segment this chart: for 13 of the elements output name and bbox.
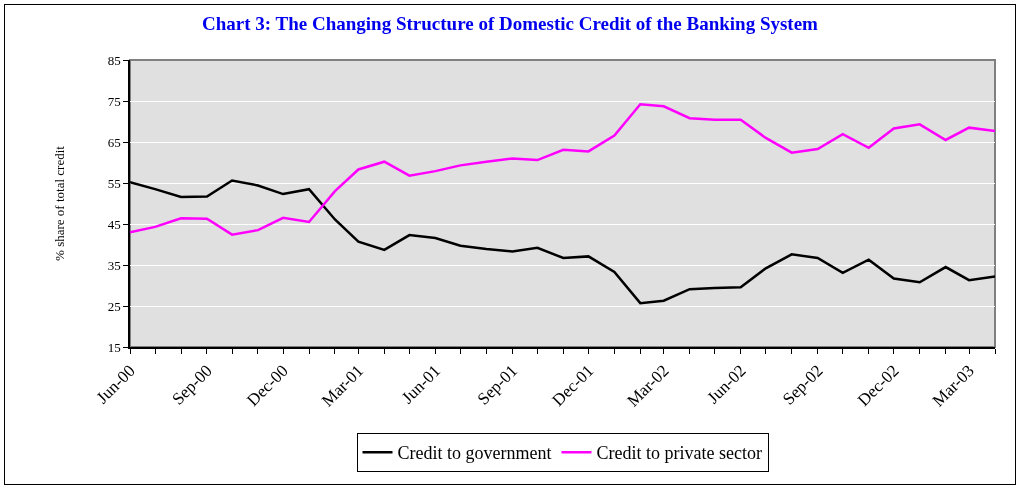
- legend-label: Credit to government: [397, 443, 552, 464]
- y-tick-label: 75: [107, 93, 121, 109]
- y-axis-title: % share of total credit: [52, 145, 68, 261]
- legend-label: Credit to private sector: [596, 443, 762, 464]
- y-tick-label: 15: [107, 339, 121, 355]
- line-series: [130, 103, 995, 236]
- chart-title: Chart 3: The Changing Structure of Domestic Credit of the Banking System: [202, 13, 819, 35]
- y-tick-label: 85: [107, 52, 121, 68]
- y-tick-label: 65: [107, 134, 121, 150]
- y-tick-label: 35: [107, 257, 121, 273]
- y-tick-label: 55: [107, 175, 121, 191]
- y-tick-label: 45: [107, 216, 121, 232]
- y-tick-label: 25: [107, 298, 121, 314]
